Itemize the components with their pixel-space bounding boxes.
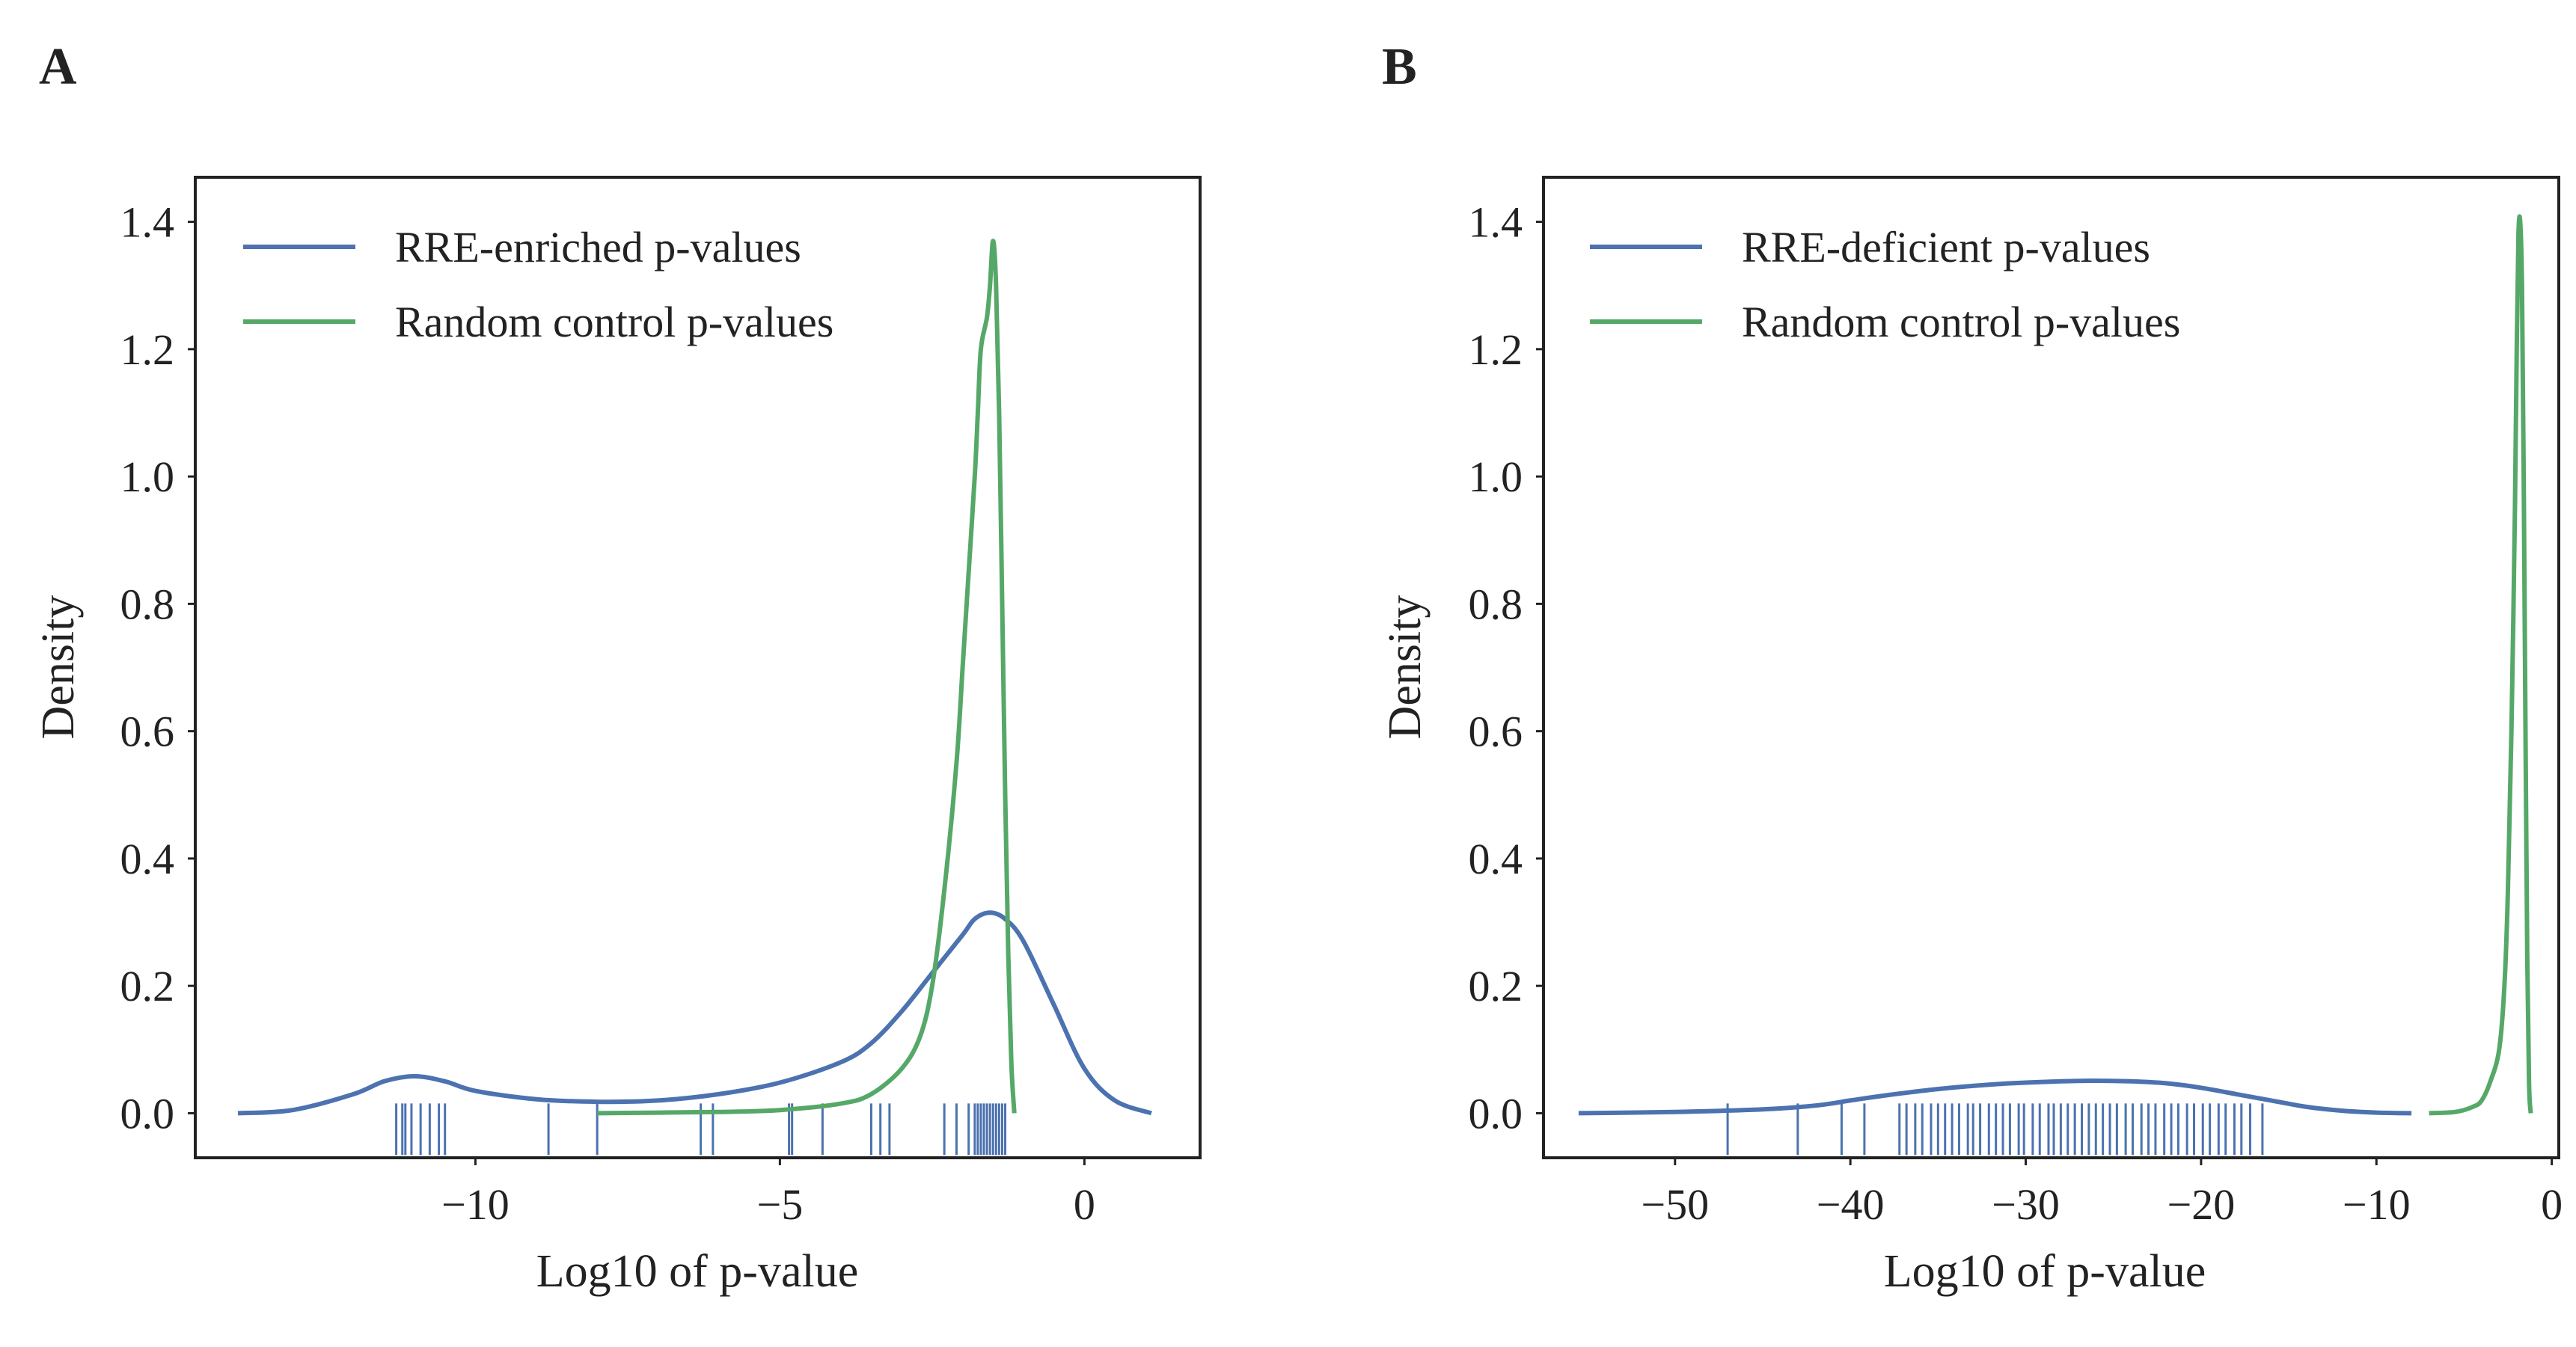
panel-b-x-tick-label: −50 <box>1641 1180 1709 1229</box>
panel-a: A −10 −5 0 0.0 0.2 0.4 0.6 0.8 1.0 1.2 1.4 RRE-enr… <box>33 38 1202 1297</box>
panel-b-x-axis-label: Log10 of p-value <box>1884 1246 2206 1297</box>
panel-a-legend-label-rre-enriched: RRE-enriched p-values <box>395 223 801 271</box>
panel-a-ticks: −10 −5 0 0.0 0.2 0.4 0.6 0.8 1.0 1.2 1.4 <box>120 198 1095 1229</box>
panel-a-series-random-control-p-values <box>597 239 1017 1116</box>
panel-b-y-axis-label: Density <box>1380 595 1431 740</box>
panel-a-series-rre-enriched-p-values <box>237 910 1152 1116</box>
panel-b-x-tick-label: −30 <box>1992 1180 2060 1229</box>
panel-b-y-tick-label: 1.0 <box>1469 452 1523 501</box>
panel-b-ticks: −50 −40 −30 −20 −10 0 0.0 0.2 0.4 0.6 0.8 1.0 1.2 1.4 <box>1469 198 2563 1229</box>
panel-a-y-tick-label: 1.4 <box>120 198 175 247</box>
panel-a-y-tick-label: 0.0 <box>120 1089 175 1138</box>
panel-a-y-tick-label: 0.6 <box>120 708 175 756</box>
panel-a-y-tick-label: 0.8 <box>120 580 175 628</box>
panel-b-plot-area <box>1578 214 2533 1156</box>
panel-b-x-tick-label: 0 <box>2541 1180 2563 1229</box>
panel-b-series-rre-deficient-p-values <box>1578 1078 2412 1116</box>
panel-letter-a: A <box>39 38 77 96</box>
panel-a-legend: RRE-enriched p-values Random control p-v… <box>243 223 833 346</box>
panel-b-x-tick-label: −10 <box>2343 1180 2411 1229</box>
panel-a-x-tick-label: −10 <box>441 1180 510 1229</box>
panel-a-y-tick-label: 0.2 <box>120 962 175 1010</box>
panel-b-y-tick-label: 0.8 <box>1469 580 1523 628</box>
panel-b: B −50 −40 −30 −20 −10 0 0.0 0.2 0.4 0.6 0.8 1.0 1.2 1… <box>1380 38 2563 1297</box>
panel-b-y-tick-label: 0.4 <box>1469 835 1523 883</box>
panel-b-y-tick-label: 1.2 <box>1469 325 1523 374</box>
panel-b-legend-label-rre-deficient: RRE-deficient p-values <box>1742 223 2150 271</box>
panel-b-y-tick-label: 0.0 <box>1469 1089 1523 1138</box>
panel-b-x-tick-label: −20 <box>2167 1180 2236 1229</box>
panel-b-y-tick-label: 0.2 <box>1469 962 1523 1010</box>
panel-a-plot-area <box>237 239 1152 1156</box>
panel-b-legend-label-random-control: Random control p-values <box>1742 298 2180 346</box>
panel-a-y-axis-label: Density <box>33 595 84 740</box>
panel-b-x-tick-label: −40 <box>1817 1180 1885 1229</box>
panel-a-x-tick-label: 0 <box>1074 1180 1095 1229</box>
panel-letter-b: B <box>1382 38 1417 96</box>
panel-a-y-tick-label: 1.2 <box>120 325 175 374</box>
panel-b-series-random-control-p-values <box>2429 214 2533 1116</box>
panel-b-y-tick-label: 0.6 <box>1469 708 1523 756</box>
panel-a-y-tick-label: 0.4 <box>120 835 175 883</box>
panel-a-x-tick-label: −5 <box>757 1180 804 1229</box>
panel-a-legend-label-random-control: Random control p-values <box>395 298 833 346</box>
panel-b-legend: RRE-deficient p-values Random control p-… <box>1590 223 2180 346</box>
panel-b-axes-frame <box>1542 176 2560 1159</box>
panel-a-axes-frame <box>194 176 1202 1159</box>
panel-a-y-tick-label: 1.0 <box>120 452 175 501</box>
panel-a-x-axis-label: Log10 of p-value <box>536 1246 858 1297</box>
panel-b-y-tick-label: 1.4 <box>1469 198 1523 247</box>
